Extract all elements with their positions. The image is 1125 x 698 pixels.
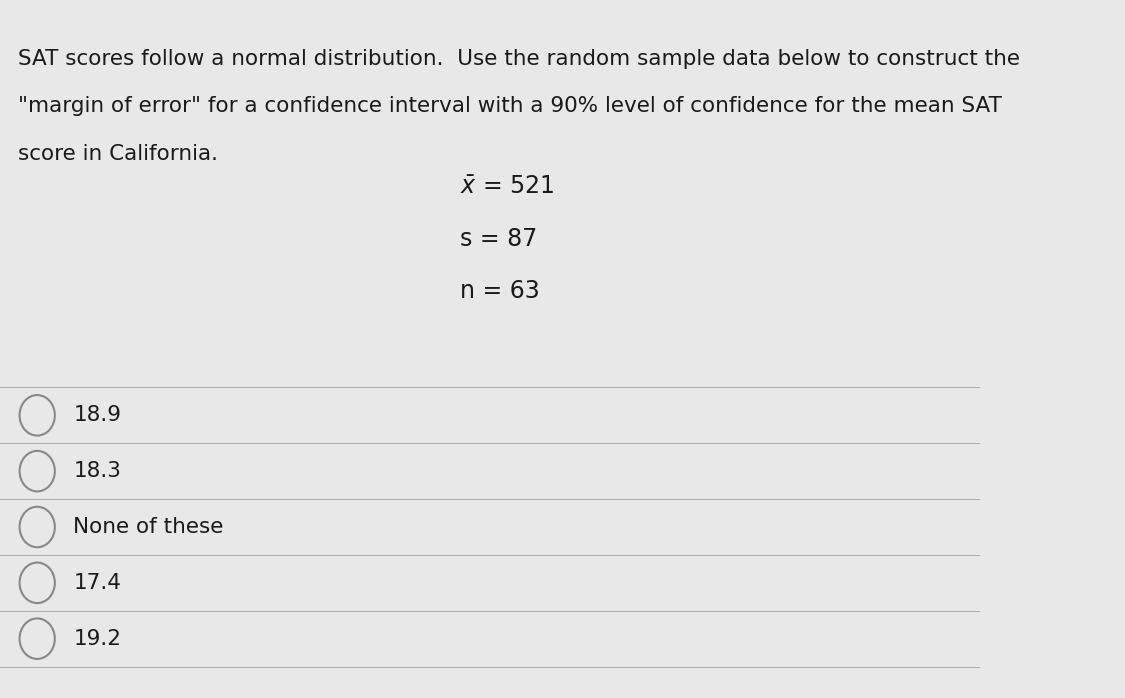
- Text: 18.9: 18.9: [73, 406, 122, 425]
- Text: SAT scores follow a normal distribution.  Use the random sample data below to co: SAT scores follow a normal distribution.…: [18, 49, 1019, 69]
- Text: score in California.: score in California.: [18, 144, 217, 164]
- Text: s = 87: s = 87: [460, 227, 538, 251]
- Text: 18.3: 18.3: [73, 461, 122, 481]
- Text: None of these: None of these: [73, 517, 224, 537]
- Text: $\bar{x}$ = 521: $\bar{x}$ = 521: [460, 174, 555, 198]
- Text: 19.2: 19.2: [73, 629, 122, 648]
- Text: 17.4: 17.4: [73, 573, 122, 593]
- Text: n = 63: n = 63: [460, 279, 540, 303]
- Text: "margin of error" for a confidence interval with a 90% level of confidence for t: "margin of error" for a confidence inter…: [18, 96, 1001, 117]
